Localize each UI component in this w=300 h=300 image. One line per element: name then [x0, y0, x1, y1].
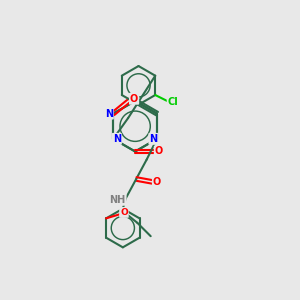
Text: O: O — [120, 208, 128, 217]
Text: O: O — [130, 94, 138, 104]
Text: N: N — [149, 134, 158, 144]
Text: O: O — [155, 146, 163, 157]
Text: N: N — [113, 134, 121, 144]
Text: N: N — [105, 109, 113, 118]
Text: O: O — [153, 177, 161, 187]
Text: NH: NH — [110, 195, 126, 205]
Text: Cl: Cl — [168, 98, 178, 107]
